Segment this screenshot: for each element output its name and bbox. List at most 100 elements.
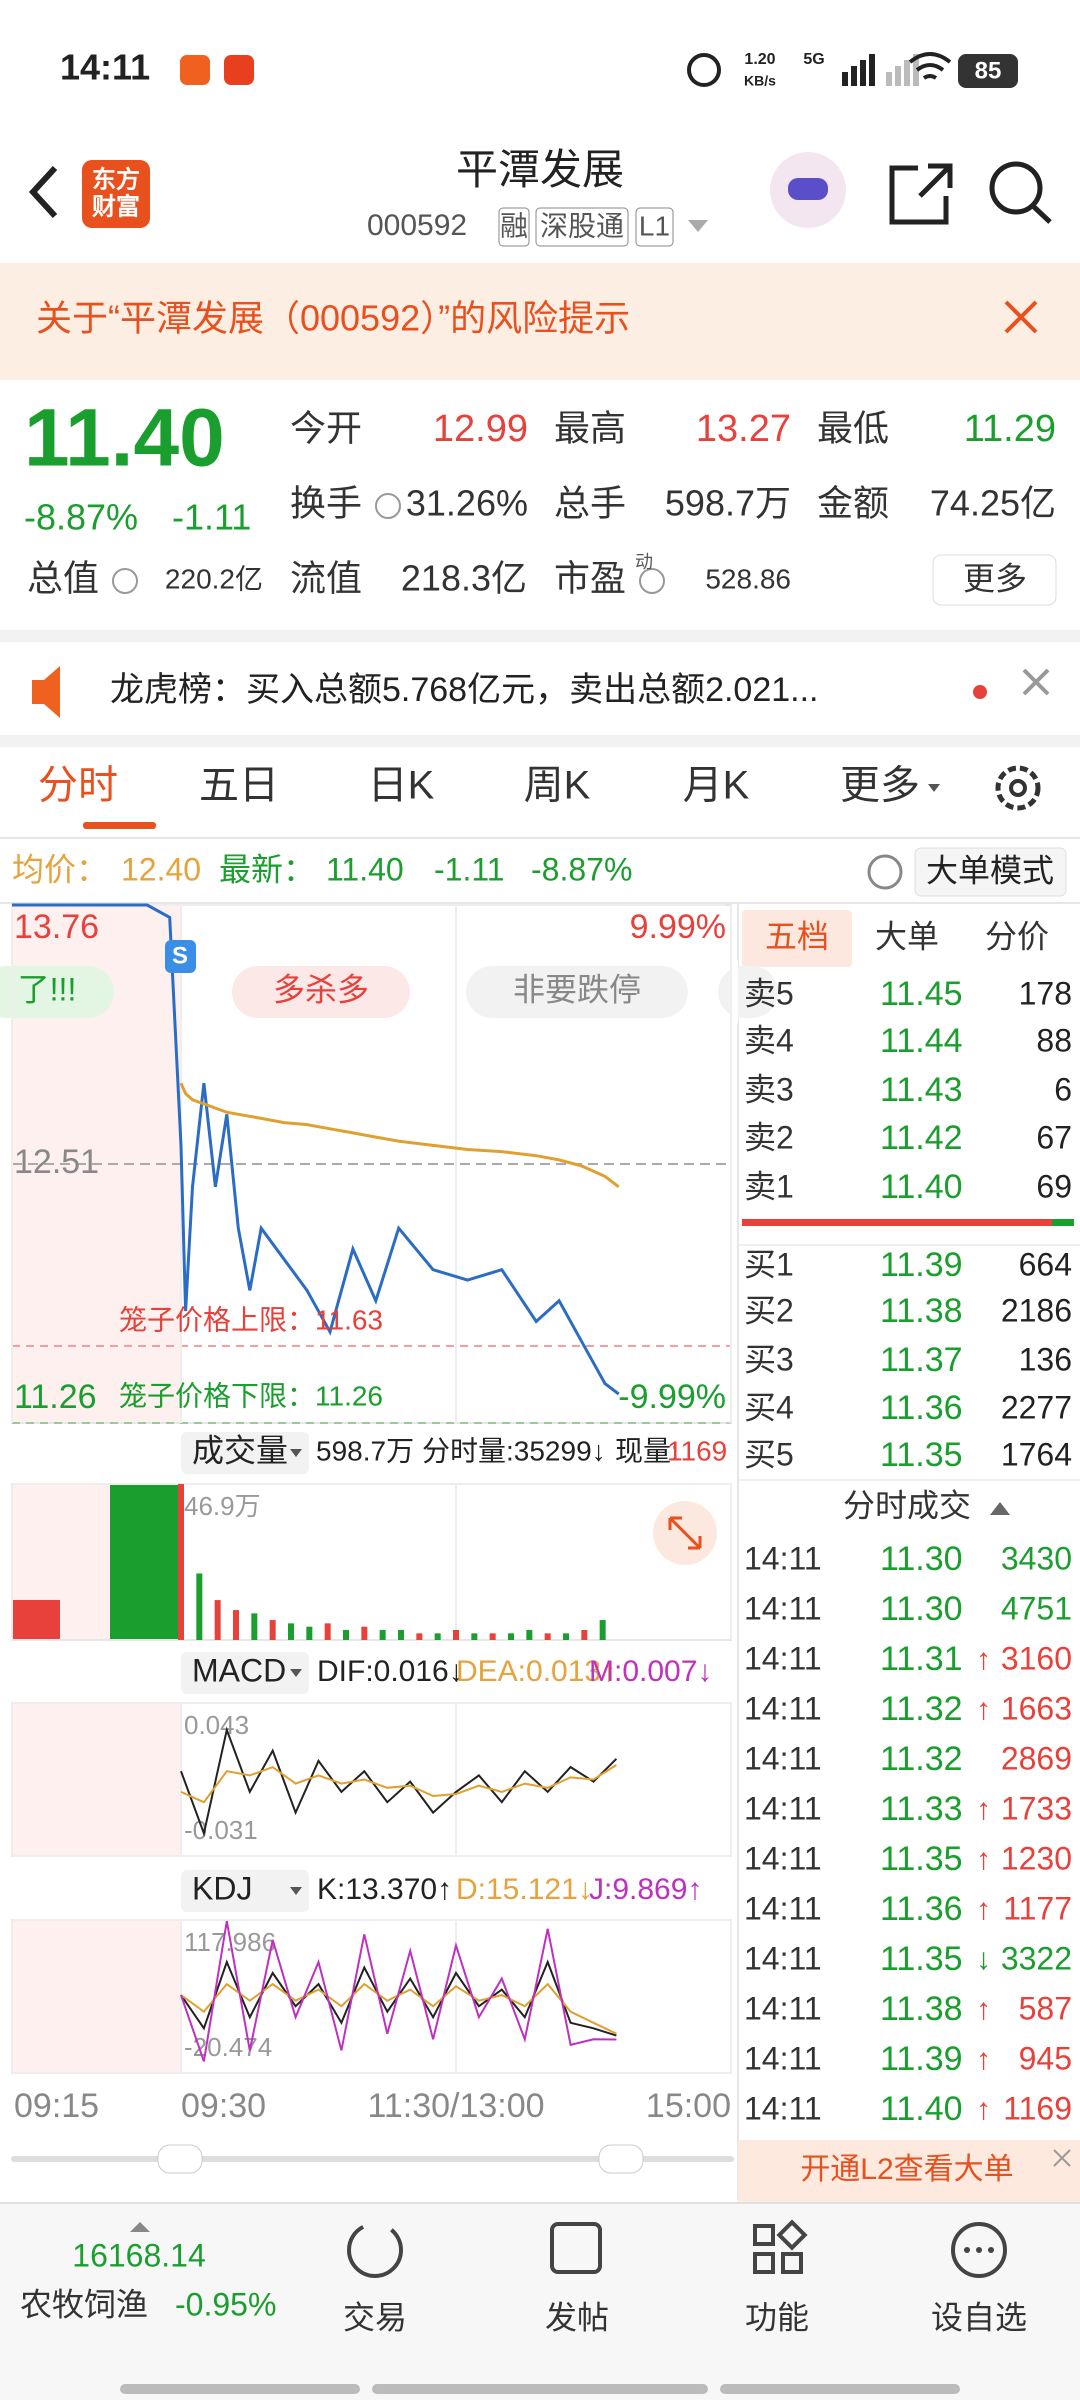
book-price: 11.36	[880, 1389, 963, 1427]
close-news[interactable]	[1022, 668, 1050, 696]
trade-icon[interactable]	[347, 2222, 403, 2278]
chart-tab[interactable]: 更多	[840, 764, 920, 808]
trade-arrow: ↑	[976, 1893, 991, 1926]
risk-notice[interactable]: 关于“平潭发展（000592）”的风险提示	[36, 298, 630, 339]
trade-time: 14:11	[744, 1840, 822, 1876]
series-line	[179, 1082, 620, 1188]
nav-item[interactable]: 设自选	[931, 2299, 1027, 2335]
info-icon[interactable]	[639, 568, 665, 594]
battery	[958, 54, 1018, 88]
sentiment-pill[interactable]	[232, 966, 410, 1018]
y-tick-label: 46.9万	[184, 1491, 261, 1521]
dropdown-arrow[interactable]	[688, 220, 708, 232]
indicator-select[interactable]	[181, 1870, 309, 1912]
tab-underline	[83, 822, 156, 829]
y-tick-label: -0.031	[184, 1815, 258, 1845]
chart-tab[interactable]: 五日	[199, 764, 279, 808]
trade-volume: 1169	[1003, 2090, 1072, 2126]
post-icon[interactable]	[550, 2222, 602, 2274]
chart-tab[interactable]: 分时	[38, 764, 118, 808]
stat-value: 11.29	[964, 408, 1056, 450]
bid-strength	[1052, 1219, 1074, 1226]
more-button[interactable]	[932, 554, 1057, 606]
book-volume: 2186	[1001, 1292, 1072, 1328]
x-tick-label: 09:15	[14, 2087, 99, 2125]
book-tab-active[interactable]	[742, 910, 852, 967]
sentiment-tag[interactable]: 了!!!	[18, 971, 77, 1007]
stat-value: 74.25亿	[930, 483, 1056, 524]
indicator-select[interactable]	[181, 1652, 309, 1694]
trade-time: 14:11	[744, 1790, 822, 1826]
trade-arrow: ↑	[976, 1993, 991, 2026]
more-button-label[interactable]: 更多	[963, 560, 1027, 596]
trade-arrow: ↑	[976, 1843, 991, 1876]
info-icon[interactable]	[375, 493, 401, 519]
trades-title[interactable]: 分时成交	[843, 1487, 971, 1523]
search-button[interactable]	[989, 161, 1043, 215]
book-label: 卖5	[744, 975, 794, 1011]
volume-bar	[398, 1630, 404, 1640]
mode-label[interactable]: 大单模式	[926, 852, 1054, 888]
trade-time: 14:11	[744, 2040, 822, 2076]
close-l2[interactable]	[1053, 2149, 1071, 2167]
share-button[interactable]	[889, 163, 953, 225]
news-ticker[interactable]: 龙虎榜：买入总额5.768亿元，卖出总额2.021...	[110, 671, 819, 709]
index-toggle[interactable]	[130, 2222, 150, 2232]
summary-avg-label: 均价：	[12, 851, 108, 887]
book-tab[interactable]: 五档	[765, 918, 829, 954]
search-handle	[1031, 204, 1052, 224]
indicator-j: J:9.869↑	[589, 1873, 702, 1906]
range-handle[interactable]	[598, 2144, 644, 2174]
sentiment-tag[interactable]: 多杀多	[273, 971, 369, 1007]
series-line	[12, 903, 620, 1396]
change-amount: -1.11	[172, 497, 251, 538]
chart-tab[interactable]: 日K	[368, 764, 435, 808]
stat-label: 最高	[554, 408, 626, 449]
l2-promo[interactable]: 开通L2查看大单	[800, 2153, 1013, 2186]
trade-price: 11.35	[880, 1940, 963, 1978]
series-line	[180, 1726, 618, 1837]
info-icon[interactable]	[112, 568, 138, 594]
trade-price: 11.36	[880, 1890, 963, 1928]
speaker-icon	[32, 666, 60, 718]
watch-icon[interactable]	[951, 2222, 1007, 2278]
logo[interactable]	[82, 160, 150, 228]
series-line	[180, 1920, 617, 2062]
book-tab[interactable]: 分价	[985, 918, 1049, 954]
stat-label: 金额	[817, 483, 889, 524]
close-notice[interactable]	[1004, 300, 1038, 334]
sentiment-pill[interactable]	[466, 966, 688, 1018]
stock-tag: L1	[639, 210, 670, 241]
trade-price: 11.35	[880, 1840, 963, 1878]
chart-tab[interactable]: 周K	[524, 764, 591, 808]
indicator-select[interactable]	[181, 1432, 309, 1474]
range-handle[interactable]	[157, 2144, 203, 2174]
nav-item[interactable]: 交易	[343, 2299, 407, 2335]
index-value: 16168.14	[72, 2237, 205, 2273]
buy-point-marker	[165, 940, 196, 973]
book-tab[interactable]: 大单	[875, 918, 939, 954]
trade-price: 11.30	[880, 1590, 963, 1628]
help-button[interactable]	[867, 854, 903, 890]
volume-bar	[269, 1620, 276, 1640]
x-tick-label: 09:30	[181, 2087, 266, 2125]
stat-label: 流值	[290, 558, 362, 599]
nav-item[interactable]: 发帖	[545, 2299, 609, 2335]
l2-banner[interactable]	[738, 2140, 1080, 2202]
sentiment-tag[interactable]: 非要跌停	[513, 971, 641, 1007]
book-price: 11.44	[880, 1022, 963, 1060]
volume-bar	[214, 1600, 221, 1640]
logo-text: 东方	[92, 165, 140, 193]
back-button[interactable]	[28, 165, 58, 219]
trade-volume: 4751	[1001, 1590, 1072, 1626]
notice-bg[interactable]	[0, 263, 1080, 380]
function-icon[interactable]	[753, 2219, 808, 2274]
sentiment-pill[interactable]	[0, 966, 114, 1018]
volume-bar	[379, 1630, 386, 1640]
chart-tab[interactable]: 月K	[683, 764, 750, 808]
mode-button[interactable]	[914, 847, 1067, 897]
nav-item[interactable]: 功能	[745, 2299, 809, 2335]
app-icon	[224, 55, 254, 85]
settings-button[interactable]	[995, 765, 1041, 811]
